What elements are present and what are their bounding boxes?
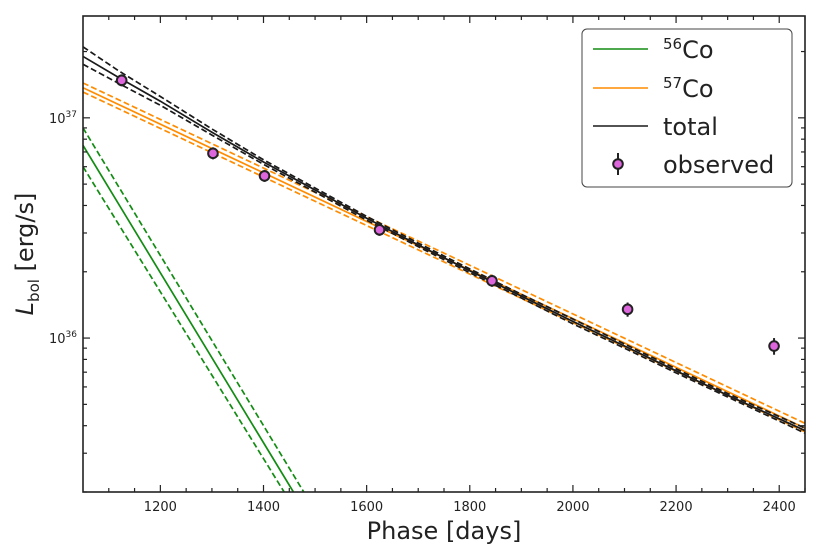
observed-point xyxy=(373,224,386,236)
observed-point xyxy=(115,74,128,87)
x-tick-label: 2200 xyxy=(660,500,693,515)
legend-marker-observed xyxy=(612,153,624,175)
series-line-total xyxy=(83,55,805,432)
series-line-total-lower xyxy=(83,63,805,434)
legend-label-co57: 57Co xyxy=(663,74,714,103)
series-line-57co-lower xyxy=(83,91,805,433)
x-tick-label: 2400 xyxy=(763,500,796,515)
observed-point xyxy=(258,170,271,182)
observed-point xyxy=(486,274,498,287)
series-line-56co-upper xyxy=(83,127,305,492)
observed-point xyxy=(207,147,219,160)
x-tick-label: 1400 xyxy=(247,500,280,515)
x-tick-label: 1800 xyxy=(453,500,486,515)
x-tick-label: 2000 xyxy=(556,500,589,515)
legend-label-total: total xyxy=(663,113,718,141)
series-layer xyxy=(83,46,805,492)
y-tick-label: 1037 xyxy=(49,110,77,127)
observed-points xyxy=(115,74,780,355)
y-axis-label: Lbol [erg/s] xyxy=(11,193,43,316)
x-axis-label: Phase [days] xyxy=(367,517,522,545)
series-line-56co-lower xyxy=(83,166,285,492)
legend-label-co56: 56Co xyxy=(663,35,714,64)
x-tick-label: 1600 xyxy=(350,500,383,515)
y-tick-label: 1036 xyxy=(49,330,77,347)
observed-point xyxy=(768,340,780,352)
axis-ticks: 1200 1400 1600 1800 2000 2200 2400 1036 1037 xyxy=(49,16,806,515)
legend-box xyxy=(581,28,793,188)
legend-point-observed xyxy=(612,158,624,170)
observed-point xyxy=(621,303,634,316)
series-line-57co-upper xyxy=(83,82,805,425)
legend: 56Co 57Co total observed xyxy=(581,28,793,188)
plot-frame xyxy=(82,15,806,493)
series-line-56co xyxy=(83,144,295,492)
series-line-total-upper xyxy=(83,46,805,429)
legend-label-observed: observed xyxy=(663,151,774,179)
x-tick-label: 1200 xyxy=(144,500,177,515)
